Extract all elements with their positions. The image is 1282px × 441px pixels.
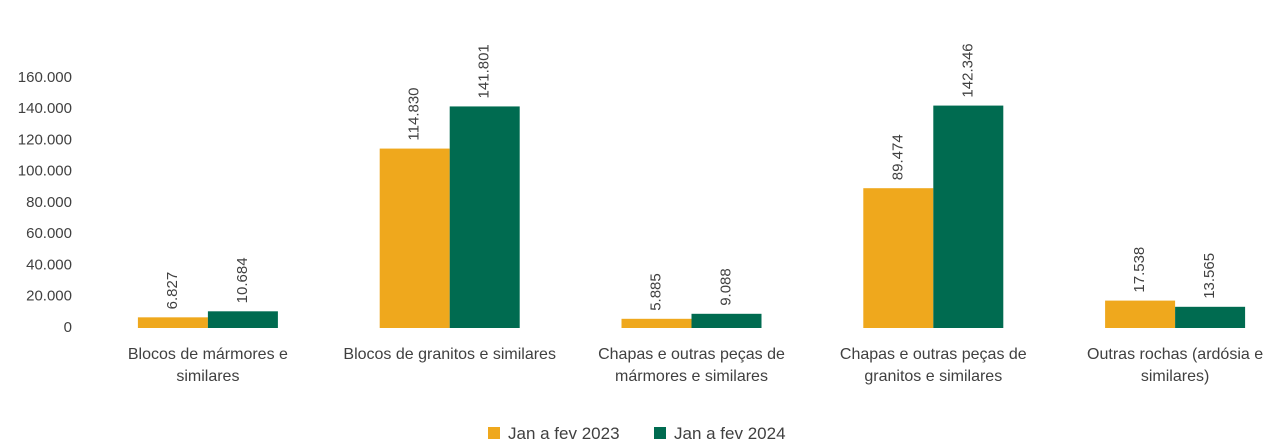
data-label: 13.565 xyxy=(1201,253,1218,299)
legend-swatch xyxy=(488,427,500,439)
bar xyxy=(449,106,520,328)
data-label: 9.088 xyxy=(717,268,734,306)
bar xyxy=(691,313,762,328)
y-tick-label: 80.000 xyxy=(26,194,72,211)
data-label: 141.801 xyxy=(476,44,493,98)
bar xyxy=(621,318,692,328)
data-label: 142.346 xyxy=(959,43,976,97)
y-tick-label: 0 xyxy=(64,319,72,336)
bar xyxy=(137,317,208,328)
data-label: 6.827 xyxy=(164,272,181,310)
data-label: 5.885 xyxy=(647,273,664,311)
y-tick-label: 100.000 xyxy=(18,163,72,180)
bar xyxy=(933,105,1004,328)
data-label: 114.830 xyxy=(406,87,423,140)
legend-item: Jan a fev 2024 xyxy=(654,424,786,441)
bar xyxy=(207,311,278,328)
x-tick-label: Chapas e outras peças de mármores e simi… xyxy=(598,346,785,385)
bar xyxy=(1105,300,1176,328)
legend-label: Jan a fev 2024 xyxy=(674,424,786,441)
legend-label: Jan a fev 2023 xyxy=(508,424,620,441)
bar xyxy=(379,148,450,328)
bar xyxy=(863,188,934,328)
legend-swatch xyxy=(654,427,666,439)
y-tick-label: 20.000 xyxy=(26,288,72,305)
y-tick-label: 120.000 xyxy=(18,131,72,148)
x-tick-label: Chapas e outras peças de granitos e simi… xyxy=(839,346,1027,385)
legend-item: Jan a fev 2023 xyxy=(488,424,620,441)
data-label: 17.538 xyxy=(1131,247,1148,293)
data-label: 89.474 xyxy=(889,134,906,180)
bar xyxy=(1175,306,1246,328)
x-tick-label: Blocos de granitos e similares xyxy=(343,346,556,363)
y-tick-label: 60.000 xyxy=(26,225,72,242)
y-tick-label: 160.000 xyxy=(18,69,72,86)
data-label: 10.684 xyxy=(234,257,251,303)
y-tick-label: 140.000 xyxy=(18,100,72,117)
x-tick-label: Blocos de mármores e similares xyxy=(127,346,288,385)
y-tick-label: 40.000 xyxy=(26,256,72,273)
x-tick-label: Outras rochas (ardósia e similares) xyxy=(1087,346,1264,385)
